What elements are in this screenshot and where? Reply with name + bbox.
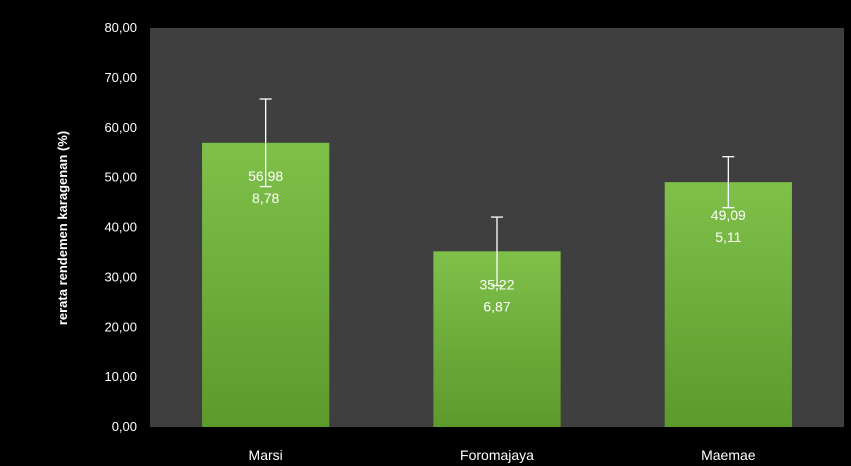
bar-error-label: 6,87 xyxy=(483,298,510,314)
x-category-label: Maemae xyxy=(701,447,756,463)
y-tick-label: 50,00 xyxy=(104,170,137,185)
bar-error-label: 5,11 xyxy=(715,229,741,245)
bar-value-label: 35,22 xyxy=(479,276,514,292)
bar-value-label: 49,09 xyxy=(711,207,746,223)
y-tick-label: 60,00 xyxy=(104,120,137,135)
y-tick-label: 30,00 xyxy=(104,269,137,284)
bar xyxy=(664,182,792,427)
x-axis: Marsi Foromajaya Maemae xyxy=(249,447,756,463)
bars: 56,98 8,78 35,22 6,87 49,09 5,11 xyxy=(202,98,792,427)
bar-error-label: 8,78 xyxy=(252,190,279,206)
y-axis-label: rerata rendemen karagenan (%) xyxy=(55,131,70,325)
y-tick-label: 70,00 xyxy=(104,70,137,85)
bar xyxy=(202,142,330,427)
x-category-label: Marsi xyxy=(249,447,283,463)
bar-value-label: 56,98 xyxy=(248,168,283,184)
y-tick-label: 10,00 xyxy=(104,369,137,384)
x-category-label: Foromajaya xyxy=(460,447,534,463)
y-tick-label: 80,00 xyxy=(104,20,137,35)
y-tick-label: 0,00 xyxy=(112,419,137,434)
y-tick-label: 20,00 xyxy=(104,319,137,334)
y-tick-label: 40,00 xyxy=(104,220,137,235)
y-axis: 0,00 10,00 20,00 30,00 40,00 50,00 60,00 70,00 8… xyxy=(104,20,137,434)
